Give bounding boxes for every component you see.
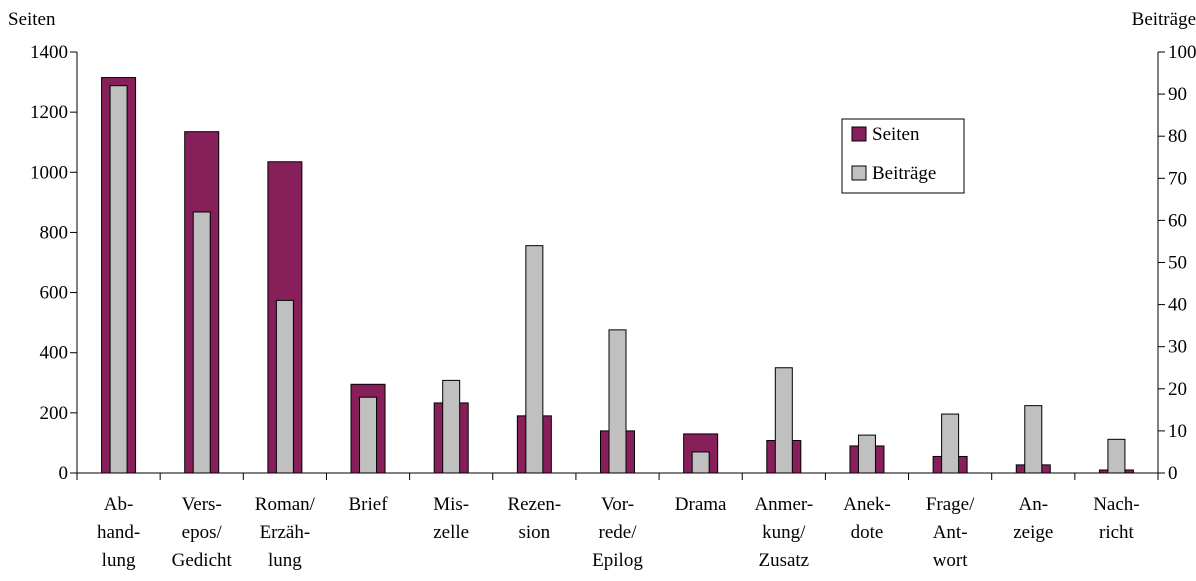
left-tick-label: 0 xyxy=(59,463,69,484)
left-tick-label: 200 xyxy=(40,403,69,424)
left-tick-label: 400 xyxy=(40,343,69,364)
right-tick-label: 40 xyxy=(1168,295,1187,316)
bar-beitraege xyxy=(275,299,294,474)
x-category-label-line: zeige xyxy=(1013,522,1053,543)
left-tick-label: 800 xyxy=(40,222,69,243)
bar-beitraege xyxy=(525,245,544,474)
x-category-label: Anmer-kung/Zusatz xyxy=(754,494,813,571)
x-category-label-line: lung xyxy=(102,550,136,571)
x-category-label: Mis-zelle xyxy=(433,494,469,543)
x-category-label-line: Brief xyxy=(349,494,389,515)
bar-beitraege xyxy=(774,367,793,474)
right-tick-label: 50 xyxy=(1168,253,1187,274)
x-category-label: Vers-epos/Gedicht xyxy=(172,494,233,571)
x-category-label-line: Nach- xyxy=(1093,494,1139,515)
right-tick-label: 60 xyxy=(1168,210,1187,231)
right-axis-title: Beiträge xyxy=(1132,9,1196,30)
x-category-label: Vor-rede/Epilog xyxy=(592,494,643,571)
x-category-label-line: An- xyxy=(1018,494,1048,515)
x-category-label-line: Mis- xyxy=(433,494,469,515)
bar-beitraege xyxy=(359,396,378,474)
left-tick-label: 1200 xyxy=(30,102,68,123)
x-category-label: Brief xyxy=(349,494,389,515)
x-category-label-line: Vor- xyxy=(601,494,634,515)
x-category-label-line: wort xyxy=(933,550,969,571)
left-tick-label: 600 xyxy=(40,283,69,304)
x-category-label-line: kung/ xyxy=(762,522,806,543)
x-category-label-line: hand- xyxy=(97,522,140,543)
bar-beitraege xyxy=(442,379,461,474)
right-tick-label: 90 xyxy=(1168,84,1187,105)
x-category-label-line: Vers- xyxy=(182,494,222,515)
x-category-label-line: Anmer- xyxy=(754,494,813,515)
legend-swatch-beitraege xyxy=(851,165,867,181)
x-category-label: Nach-richt xyxy=(1093,494,1139,543)
right-tick-label: 30 xyxy=(1168,337,1187,358)
bar-beitraege xyxy=(1107,438,1126,474)
x-category-label-line: Erzäh- xyxy=(260,522,311,543)
plot-area: 0 200 400 600 800 1000 1200 1400 0 10 20 30 40 50 60 70… xyxy=(30,42,1196,571)
right-tick-label: 20 xyxy=(1168,379,1187,400)
bar-beitraege xyxy=(109,85,128,474)
x-category-label-line: lung xyxy=(268,550,302,571)
x-category-label-line: sion xyxy=(519,522,551,543)
bar-beitraege xyxy=(691,451,710,474)
x-category-label: Ab-hand-lung xyxy=(97,494,140,571)
x-category-label-line: zelle xyxy=(433,522,469,543)
right-tick-label: 80 xyxy=(1168,126,1187,147)
right-tick-label: 10 xyxy=(1168,421,1187,442)
x-category-label: Frage/Ant-wort xyxy=(926,494,975,571)
x-category-label-line: Epilog xyxy=(592,550,643,571)
x-category-label-line: rede/ xyxy=(599,522,638,543)
x-category-label: Rezen-sion xyxy=(507,494,561,543)
x-category-label-line: Drama xyxy=(675,494,727,515)
x-category-label-line: Ab- xyxy=(104,494,134,515)
x-category-label: An-zeige xyxy=(1013,494,1053,543)
legend: Seiten Beiträge xyxy=(841,118,965,194)
bar-beitraege xyxy=(1024,405,1043,474)
x-category-label-line: Rezen- xyxy=(507,494,561,515)
x-category-label-line: dote xyxy=(851,522,884,543)
x-category-label-line: richt xyxy=(1099,522,1135,543)
bar-beitraege xyxy=(857,434,876,474)
x-category-label-line: Roman/ xyxy=(255,494,316,515)
right-tick-label: 70 xyxy=(1168,168,1187,189)
x-category-label-line: Frage/ xyxy=(926,494,975,515)
x-category-label-line: Ant- xyxy=(933,522,968,543)
right-tick-label: 100 xyxy=(1168,42,1196,63)
left-axis-title: Seiten xyxy=(8,9,56,30)
x-category-label: Anek-dote xyxy=(843,494,890,543)
legend-label-seiten: Seiten xyxy=(872,124,920,145)
left-tick-label: 1400 xyxy=(30,42,68,63)
legend-swatch-seiten xyxy=(851,126,867,142)
x-category-label-line: epos/ xyxy=(182,522,223,543)
legend-label-beitraege: Beiträge xyxy=(872,163,936,184)
x-category-label-line: Zusatz xyxy=(758,550,809,571)
bar-beitraege xyxy=(941,413,960,474)
bar-beitraege xyxy=(192,211,211,474)
left-tick-label: 1000 xyxy=(30,162,68,183)
bar-beitraege xyxy=(608,329,627,474)
x-category-label: Roman/Erzäh-lung xyxy=(255,494,316,571)
right-tick-label: 0 xyxy=(1168,463,1178,484)
x-category-label-line: Anek- xyxy=(843,494,890,515)
x-category-label-line: Gedicht xyxy=(172,550,233,571)
x-category-label: Drama xyxy=(675,494,727,515)
